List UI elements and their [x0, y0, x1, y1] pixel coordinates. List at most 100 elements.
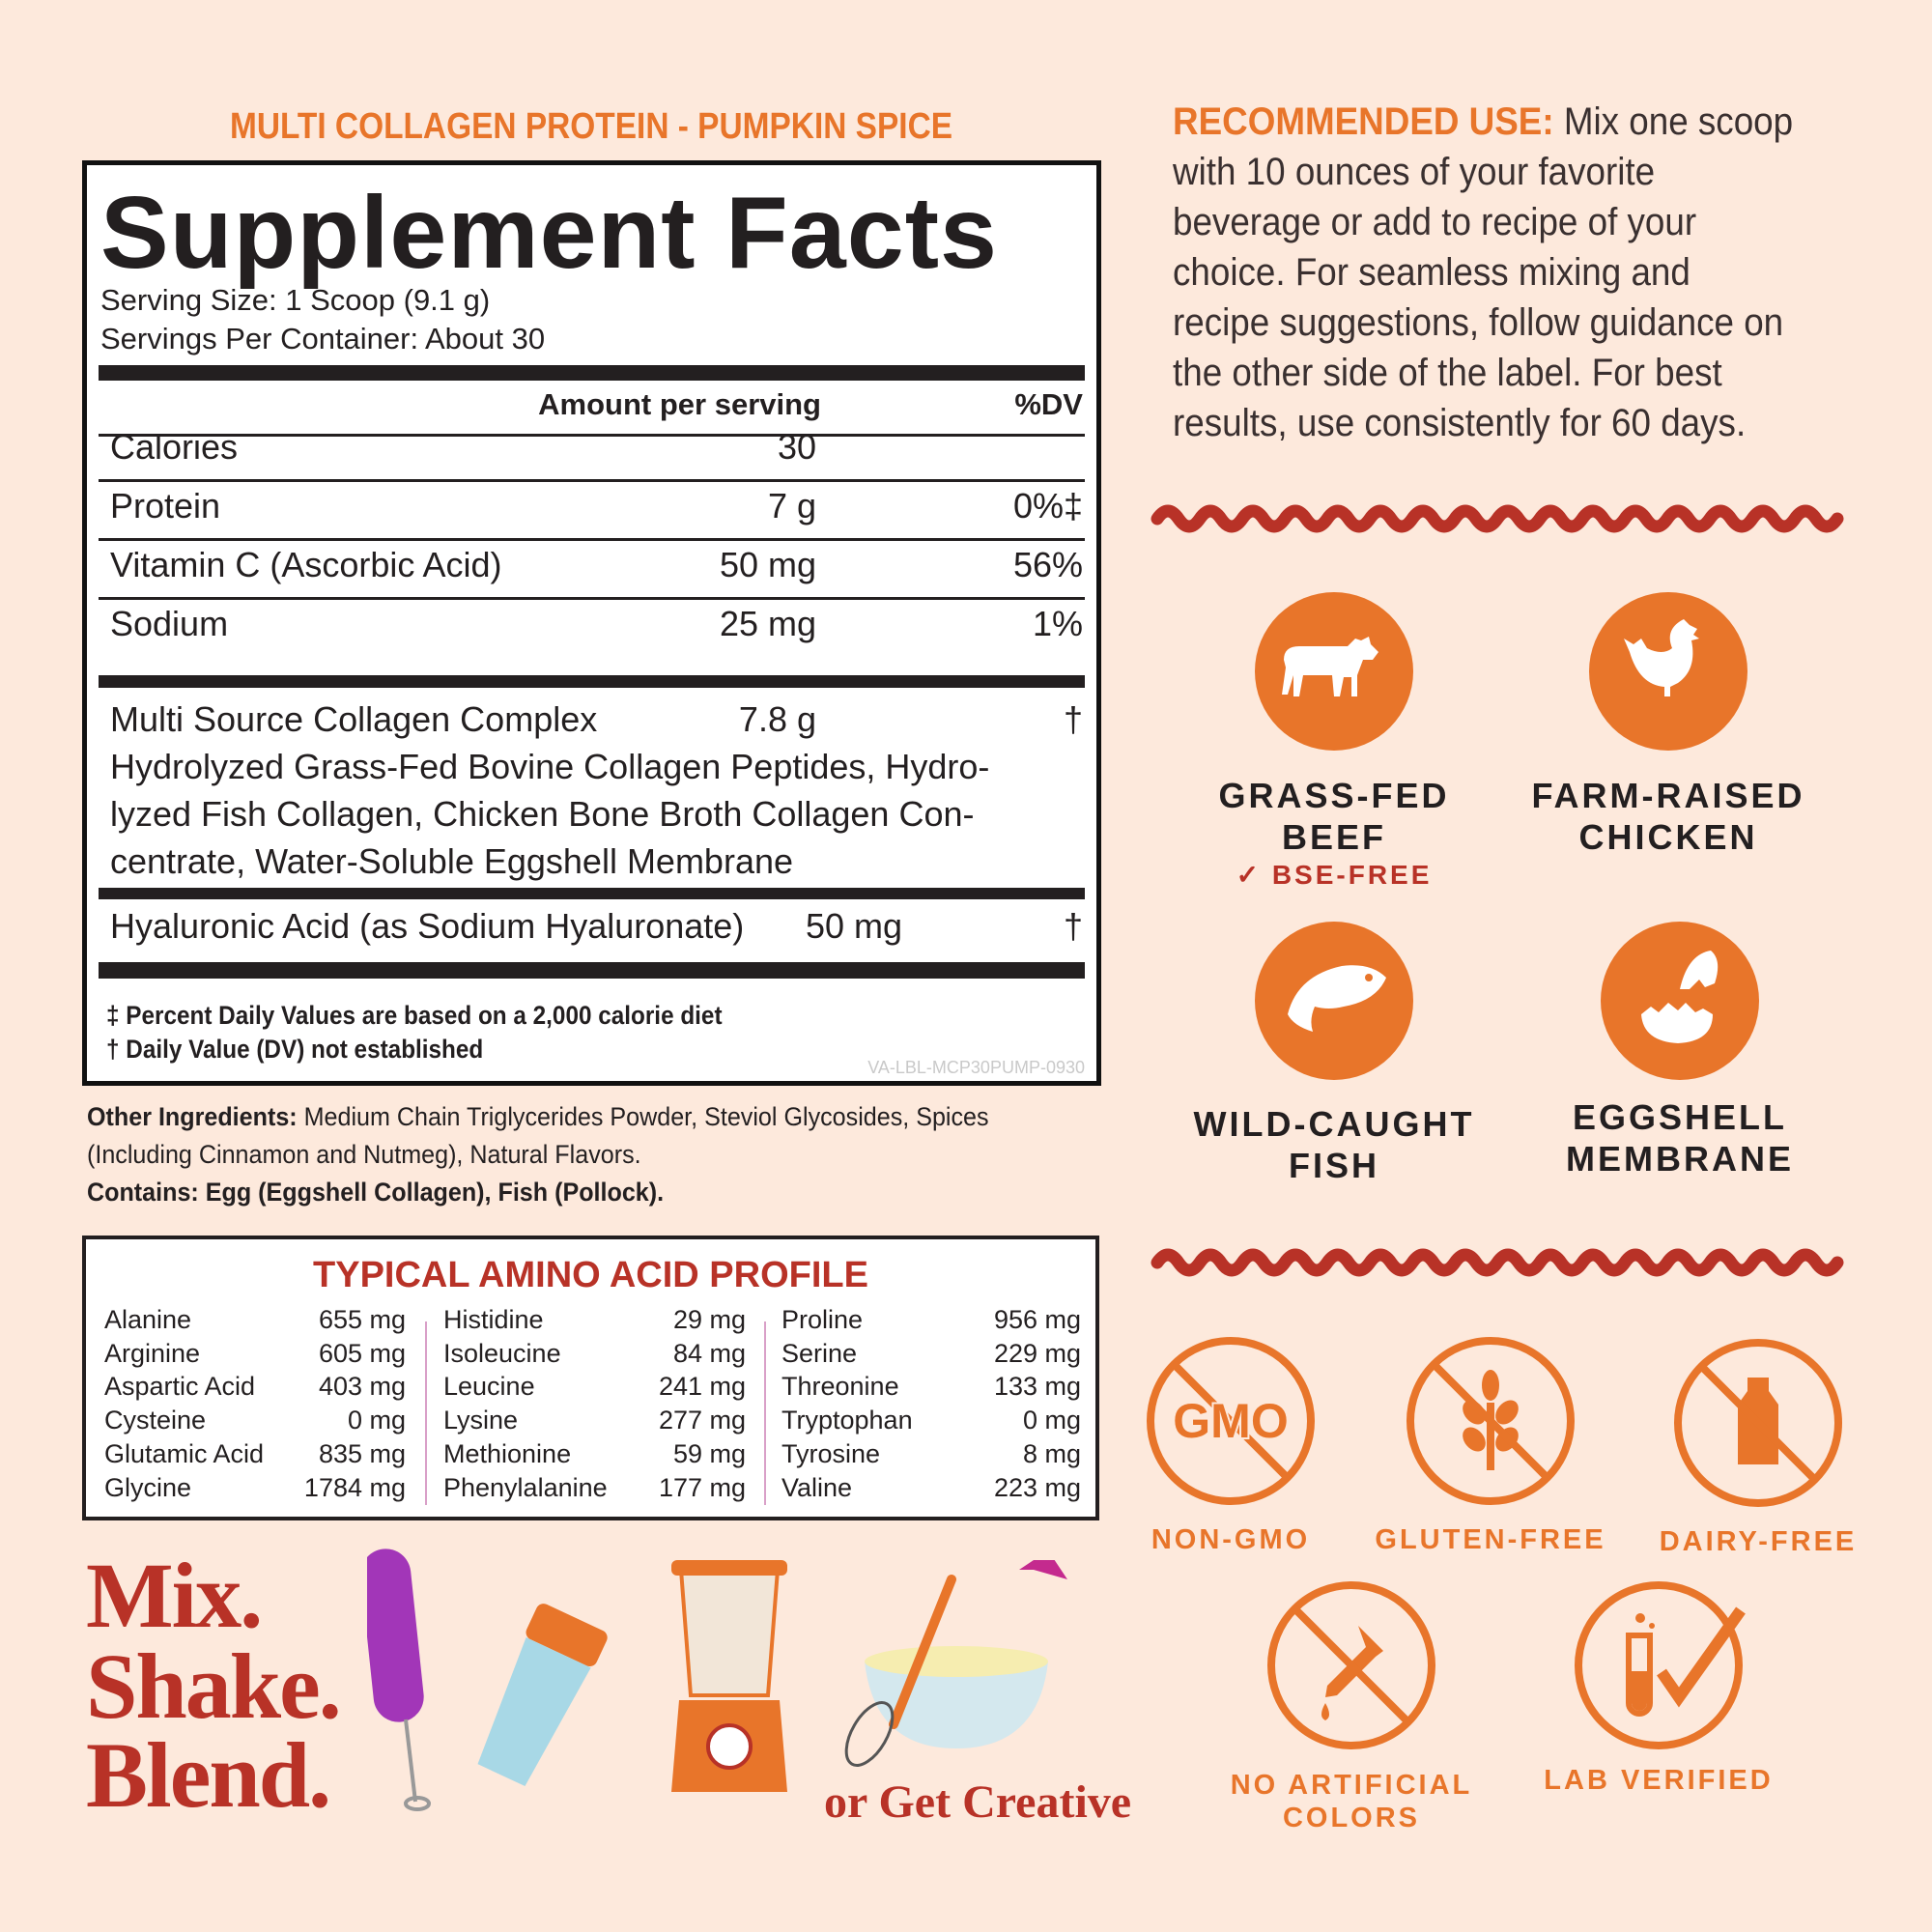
recommended-use: RECOMMENDED USE: Mix one scoop with 10 o…	[1173, 97, 1795, 448]
amino-value: 0 mg	[347, 1406, 406, 1435]
get-creative-text: or Get Creative	[824, 1776, 1132, 1828]
amino-acid-profile: TYPICAL AMINO ACID PROFILE Alanine 655 m…	[82, 1236, 1099, 1520]
amino-value: 835 mg	[318, 1438, 406, 1468]
badge-label: NO ARTIFICIAL COLORS	[1178, 1769, 1525, 1834]
amino-value: 133 mg	[993, 1372, 1081, 1402]
source-label: WILD-CAUGHT FISH	[1160, 1103, 1508, 1186]
source-label-line: MEMBRANE	[1566, 1139, 1794, 1179]
amino-value: 956 mg	[993, 1305, 1081, 1334]
shake-text: Shake.	[86, 1634, 342, 1738]
col-dv: %DV	[1014, 387, 1083, 421]
other-ingredients-label: Other Ingredients:	[87, 1102, 298, 1131]
nutrient-dv: 1%	[1032, 604, 1083, 643]
amino-name: Glutamic Acid	[104, 1438, 265, 1468]
amino-value: 0 mg	[1022, 1406, 1081, 1435]
egg-icon	[1601, 922, 1759, 1080]
recommended-label: RECOMMENDED USE:	[1173, 100, 1554, 143]
divider	[99, 675, 1085, 688]
source-label: GRASS-FED BEEF ✓ BSE-FREE	[1160, 775, 1508, 893]
nutrient-amount: 30	[777, 427, 816, 467]
amino-value: 223 mg	[993, 1472, 1081, 1502]
amino-name: Arginine	[104, 1338, 201, 1368]
recommended-text: Mix one scoop with 10 ounces of your fav…	[1173, 100, 1794, 444]
hyaluronic-amount: 50 mg	[806, 906, 903, 946]
lab-verified-icon	[1575, 1581, 1746, 1749]
amino-value: 8 mg	[1022, 1438, 1081, 1468]
complex-amount: 7.8 g	[738, 699, 816, 739]
badge-label-line: NO ARTIFICIAL	[1230, 1770, 1473, 1801]
label-code: VA-LBL-MCP30PUMP-0930	[867, 1058, 1085, 1077]
badge-label-line: COLORS	[1282, 1803, 1421, 1833]
source-label-line: BEEF	[1281, 817, 1386, 857]
divider	[99, 479, 1085, 482]
nutrient-name: Calories	[110, 427, 239, 467]
badge-label: GLUTEN-FREE	[1375, 1524, 1606, 1555]
hyaluronic-dv: †	[1063, 906, 1083, 946]
amino-name: Proline	[781, 1305, 864, 1334]
wavy-divider	[1151, 504, 1844, 533]
badge-label: LAB VERIFIED	[1544, 1765, 1774, 1796]
bse-free-note: ✓ BSE-FREE	[1236, 860, 1433, 890]
frother-icon	[367, 1548, 431, 1811]
complex-name: Multi Source Collagen Complex	[110, 699, 598, 739]
servings-per-container: Servings Per Container: About 30	[100, 322, 546, 355]
amino-value: 655 mg	[318, 1305, 406, 1334]
amino-value: 59 mg	[672, 1438, 746, 1468]
no-dairy-icon	[1674, 1339, 1842, 1507]
complex-line: centrate, Water-Soluble Eggshell Membran…	[110, 841, 794, 881]
blender-icon	[671, 1560, 787, 1792]
column-divider	[425, 1321, 427, 1505]
amino-name: Threonine	[781, 1372, 899, 1402]
supplement-facts-panel: Supplement Facts Serving Size: 1 Scoop (…	[82, 160, 1101, 1086]
amino-value: 241 mg	[658, 1372, 746, 1402]
chicken-icon	[1589, 592, 1747, 751]
amino-name: Isoleucine	[443, 1338, 561, 1368]
no-gmo-icon: GMO	[1147, 1337, 1315, 1505]
source-label-line: GRASS-FED	[1218, 776, 1450, 815]
serving-size: Serving Size: 1 Scoop (9.1 g)	[100, 283, 491, 317]
gmo-text: GMO	[1173, 1394, 1288, 1448]
source-label-line: FARM-RAISED	[1531, 776, 1805, 815]
amino-name: Alanine	[104, 1305, 192, 1334]
divider	[99, 365, 1085, 381]
mix-text: Mix.	[86, 1544, 263, 1647]
amino-value: 605 mg	[318, 1338, 406, 1368]
hyaluronic-name: Hyaluronic Acid (as Sodium Hyaluronate)	[110, 906, 745, 946]
other-ingredients-text: Medium Chain Triglycerides Powder, Stevi…	[87, 1102, 989, 1169]
column-divider	[764, 1321, 766, 1505]
nutrient-dv: 56%	[1012, 545, 1083, 584]
amino-value: 277 mg	[658, 1406, 746, 1435]
shaker-icon	[477, 1604, 608, 1786]
amino-value: 177 mg	[658, 1472, 746, 1502]
col-amount: Amount per serving	[538, 387, 821, 421]
allergen-contains: Contains: Egg (Eggshell Collagen), Fish …	[87, 1178, 665, 1207]
amino-name: Glycine	[104, 1472, 192, 1502]
nutrient-amount: 7 g	[767, 486, 816, 526]
footnote-not-established: † Daily Value (DV) not established	[106, 1035, 484, 1064]
wavy-divider	[1151, 1248, 1844, 1277]
amino-value: 84 mg	[672, 1338, 746, 1368]
amino-name: Leucine	[443, 1372, 535, 1402]
facts-heading: Supplement Facts	[100, 176, 998, 290]
nutrient-amount: 50 mg	[719, 545, 816, 584]
source-label: FARM-RAISED CHICKEN	[1494, 775, 1842, 858]
nutrient-name: Vitamin C (Ascorbic Acid)	[110, 545, 502, 584]
cow-icon	[1255, 592, 1413, 751]
source-label-line: FISH	[1288, 1146, 1379, 1185]
divider	[99, 888, 1085, 899]
mixing-bowl-icon	[844, 1560, 1067, 1767]
complex-line: lyzed Fish Collagen, Chicken Bone Broth …	[110, 794, 975, 834]
complex-line: Hydrolyzed Grass-Fed Bovine Collagen Pep…	[110, 747, 990, 786]
amino-name: Cysteine	[104, 1406, 207, 1435]
badge-label: NON-GMO	[1151, 1524, 1311, 1555]
divider	[99, 962, 1085, 979]
source-label-line: CHICKEN	[1578, 817, 1758, 857]
amino-value: 29 mg	[672, 1305, 746, 1334]
amino-value: 229 mg	[993, 1338, 1081, 1368]
amino-value: 403 mg	[318, 1372, 406, 1402]
badge-label: DAIRY-FREE	[1659, 1526, 1858, 1557]
product-title: MULTI COLLAGEN PROTEIN - PUMPKIN SPICE	[229, 106, 953, 147]
nutrient-amount: 25 mg	[719, 604, 816, 643]
complex-dv: †	[1063, 699, 1083, 739]
source-label: EGGSHELL MEMBRANE	[1506, 1096, 1854, 1179]
